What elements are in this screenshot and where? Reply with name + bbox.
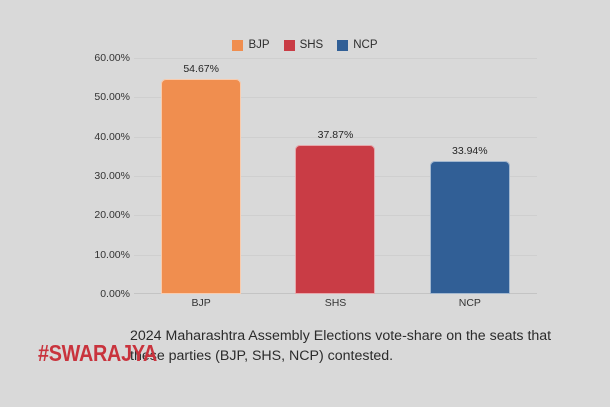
y-axis-tick: 0.00% [100,288,130,300]
x-axis-tick-bjp: BJP [191,297,211,309]
x-axis-tick-shs: SHS [324,297,347,309]
gridline [134,136,537,138]
bar-ncp[interactable] [429,160,510,294]
chart-caption: 2024 Maharashtra Assembly Elections vote… [130,328,552,365]
gridline [134,97,537,99]
legend-swatch-ncp [337,40,349,51]
bar-chart: 60.00% 50.00% 40.00% 30.00% 20.00% 10.00… [0,52,610,310]
y-axis-tick: 30.00% [94,170,130,182]
x-axis-tick-ncp: NCP [458,297,481,309]
brand-logo: #SWARAJYA [0,326,157,367]
legend-label-bjp: BJP [248,39,270,51]
x-axis: BJP SHS NCP [134,297,537,309]
legend-item-ncp: NCP [337,39,378,51]
legend-label-shs: SHS [299,39,324,51]
chart-legend: BJP SHS NCP [0,39,610,51]
bar-value-label: 54.67% [183,62,219,75]
y-axis-tick: 60.00% [94,52,130,64]
bar-bjp[interactable] [161,78,242,294]
bar-slot-ncp: 33.94% [403,58,537,294]
legend-label-ncp: NCP [353,39,378,51]
legend-item-shs: SHS [283,39,324,51]
y-axis-tick: 40.00% [94,130,130,143]
gridline [134,58,537,59]
y-axis-tick: 10.00% [94,248,130,261]
bar-value-label: 37.87% [317,129,354,142]
bar-slot-shs: 37.87% [268,58,402,294]
bar-slot-bjp: 54.67% [134,58,268,294]
plot-area: 54.67% 37.87% 33.94% [134,58,537,294]
y-axis: 60.00% 50.00% 40.00% 30.00% 20.00% 10.00… [72,52,130,300]
y-axis-tick: 50.00% [94,91,130,104]
footer: #SWARAJYA 2024 Maharashtra Assembly Elec… [0,326,610,388]
bar-value-label: 33.94% [452,144,488,157]
y-axis-tick: 20.00% [94,209,130,222]
legend-item-bjp: BJP [232,39,270,51]
brand-logo-text: #SWARAJYA [38,340,157,366]
legend-swatch-shs [283,40,295,51]
bar-group: 54.67% 37.87% 33.94% [134,58,537,294]
bar-shs[interactable] [295,145,376,294]
legend-swatch-bjp [232,40,244,51]
